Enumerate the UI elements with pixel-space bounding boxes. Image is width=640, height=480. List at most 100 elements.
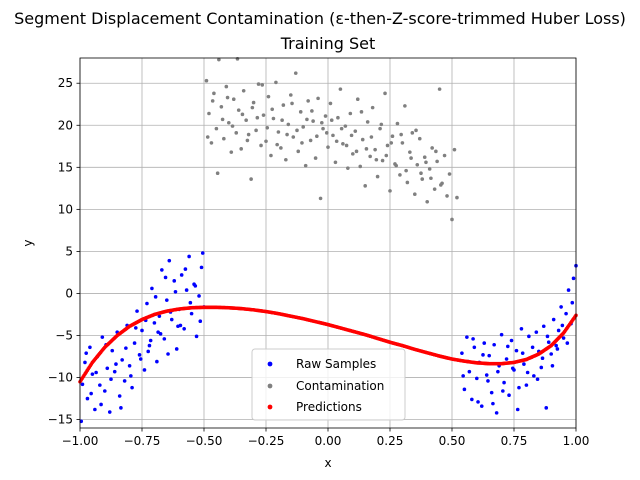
- raw-sample-point: [549, 352, 553, 356]
- contamination-point: [359, 110, 364, 114]
- contamination-point: [254, 128, 258, 133]
- contamination-point: [275, 142, 279, 147]
- raw-sample-point: [183, 267, 188, 271]
- raw-sample-point: [545, 334, 550, 339]
- legend-marker-contamination: [267, 383, 273, 389]
- contamination-point: [323, 114, 328, 118]
- raw-sample-point: [534, 330, 539, 334]
- raw-sample-point: [160, 268, 164, 272]
- raw-sample-point: [491, 401, 495, 406]
- contamination-point: [234, 131, 239, 135]
- raw-sample-point: [155, 359, 159, 364]
- raw-sample-point: [129, 374, 133, 378]
- contamination-point: [231, 97, 236, 102]
- raw-sample-point: [110, 348, 115, 353]
- raw-sample-point: [120, 358, 124, 362]
- contamination-point: [370, 105, 375, 110]
- raw-sample-point: [93, 407, 97, 412]
- contamination-point: [316, 96, 320, 101]
- raw-sample-point: [172, 279, 177, 283]
- raw-sample-point: [157, 314, 162, 318]
- contamination-point: [427, 167, 432, 171]
- contamination-point: [409, 156, 413, 160]
- raw-sample-point: [554, 343, 558, 348]
- contamination-point: [329, 118, 334, 123]
- chart-subtitle: Training Set: [280, 34, 376, 53]
- raw-sample-point: [103, 389, 107, 393]
- raw-sample-point: [517, 385, 521, 390]
- contamination-point: [336, 115, 340, 120]
- raw-sample-point: [184, 288, 189, 292]
- raw-sample-point: [499, 332, 504, 337]
- raw-sample-point: [147, 343, 152, 348]
- contamination-point: [403, 104, 407, 108]
- raw-sample-point: [465, 335, 469, 339]
- contamination-point: [360, 137, 365, 142]
- contamination-point: [430, 146, 434, 150]
- y-axis-ticks: −15 −10 −5 0 5 10 15 20 25: [48, 76, 80, 427]
- raw-sample-point: [570, 300, 575, 305]
- raw-sample-point: [132, 341, 137, 345]
- contamination-point: [244, 118, 248, 123]
- raw-sample-point: [138, 357, 143, 361]
- contamination-point: [281, 103, 286, 107]
- contamination-point: [224, 84, 229, 89]
- y-tick-label: 5: [65, 244, 73, 258]
- raw-sample-point: [471, 337, 475, 341]
- contamination-point: [338, 87, 343, 91]
- contamination-point: [251, 100, 256, 105]
- raw-sample-point: [482, 341, 487, 345]
- x-axis-label: x: [324, 456, 331, 470]
- contamination-point: [339, 126, 344, 131]
- raw-sample-point: [532, 374, 536, 378]
- contamination-point: [364, 147, 369, 151]
- contamination-point: [333, 160, 338, 165]
- contamination-point: [450, 217, 454, 222]
- contamination-point: [424, 160, 428, 165]
- contamination-point: [399, 132, 403, 137]
- contamination-point: [280, 118, 284, 123]
- raw-sample-point: [174, 347, 179, 351]
- contamination-point: [235, 57, 240, 61]
- raw-sample-point: [193, 284, 198, 288]
- contamination-point: [374, 157, 379, 162]
- contamination-point: [259, 143, 263, 148]
- contamination-point: [204, 78, 209, 83]
- contamination-point: [240, 112, 245, 117]
- y-tick-label: 0: [65, 286, 73, 300]
- contamination-point: [214, 126, 219, 131]
- contamination-point: [229, 150, 234, 154]
- raw-sample-point: [481, 353, 485, 357]
- contamination-point: [311, 119, 315, 123]
- contamination-point: [245, 138, 250, 143]
- raw-sample-point: [162, 337, 167, 341]
- raw-sample-point: [189, 311, 194, 316]
- raw-sample-point: [169, 317, 174, 322]
- contamination-point: [388, 189, 392, 193]
- y-tick-label: 10: [58, 202, 73, 216]
- raw-sample-point: [540, 356, 545, 361]
- raw-sample-point: [565, 341, 570, 345]
- contamination-point: [276, 130, 281, 134]
- contamination-point: [326, 145, 330, 149]
- raw-sample-point: [486, 379, 490, 383]
- contamination-point: [230, 124, 235, 128]
- contamination-point: [415, 162, 420, 167]
- raw-samples-series: [79, 251, 578, 424]
- raw-sample-point: [564, 311, 568, 316]
- raw-sample-point: [479, 404, 484, 408]
- legend-marker-raw-samples: [267, 361, 273, 367]
- x-tick-label: 0.25: [377, 434, 404, 448]
- contamination-point: [447, 172, 452, 176]
- raw-sample-point: [166, 352, 170, 356]
- contamination-point: [320, 120, 324, 125]
- raw-sample-point: [137, 353, 142, 357]
- contamination-point: [341, 141, 345, 146]
- raw-sample-point: [109, 377, 113, 382]
- contamination-point: [250, 105, 255, 110]
- contamination-point: [363, 184, 368, 188]
- contamination-point: [246, 132, 251, 137]
- raw-sample-point: [99, 402, 103, 407]
- raw-sample-point: [89, 391, 93, 396]
- raw-sample-point: [140, 328, 144, 333]
